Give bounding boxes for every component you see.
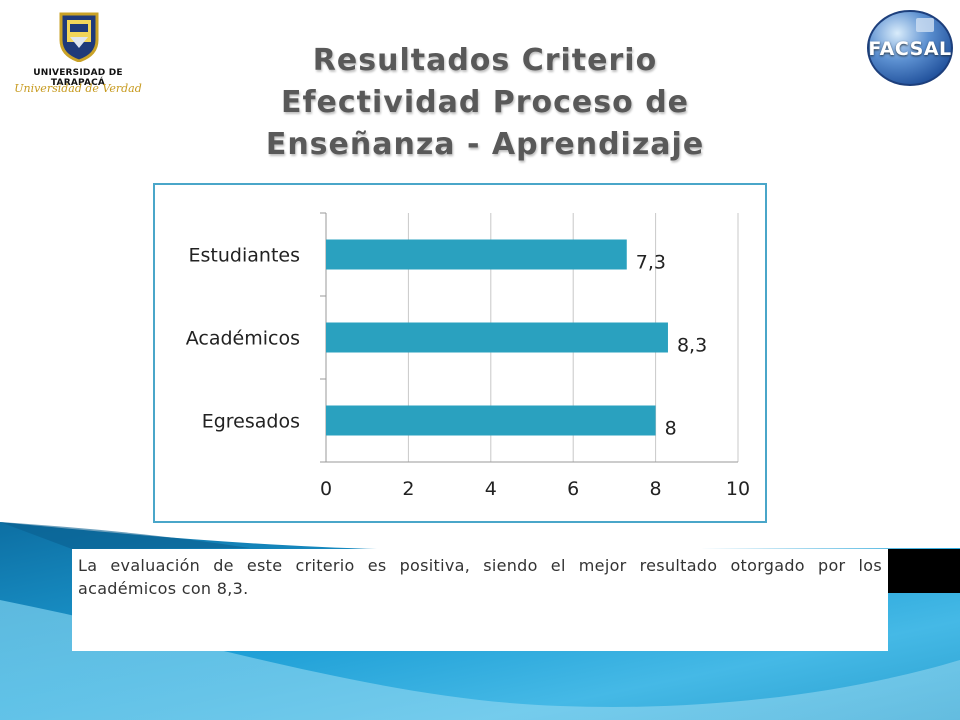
chart-frame: 0 2 4 6 8 10 Estudiantes 7,3 Académicos 8,3 Egresa… <box>153 183 767 523</box>
x-tick-label: 8 <box>650 478 662 500</box>
bar-chart: 0 2 4 6 8 10 Estudiantes 7,3 Académicos 8,3 Egresa… <box>186 212 750 500</box>
title-line-2: Efectividad Proceso de <box>280 85 690 120</box>
data-label: 8,3 <box>677 335 707 357</box>
data-label: 7,3 <box>636 252 666 274</box>
university-shield-icon <box>59 12 99 62</box>
note-box: La evaluación de este criterio es positi… <box>72 549 888 651</box>
data-label: 8 <box>665 418 677 440</box>
slide-title: Resultados Criterio Efectividad Proceso … <box>160 40 810 166</box>
university-motto: Universidad de Verdad <box>14 82 142 95</box>
bar-egresados <box>326 405 656 436</box>
note-text: La evaluación de este criterio es positi… <box>78 556 882 598</box>
x-tick-label: 4 <box>485 478 497 500</box>
faculty-logo-text: FACSAL <box>868 38 952 60</box>
university-logo: UNIVERSIDAD DE TARAPACÁ Universidad de V… <box>8 4 148 104</box>
x-tick-label: 10 <box>726 478 750 500</box>
title-line-1: Resultados Criterio <box>312 43 658 78</box>
faculty-logo: FACSAL <box>866 8 954 88</box>
note-black-block <box>888 549 960 593</box>
category-label: Académicos <box>186 328 300 350</box>
category-label: Egresados <box>202 411 300 433</box>
x-tick-label: 6 <box>567 478 579 500</box>
category-label: Estudiantes <box>189 245 300 267</box>
bar-estudiantes <box>326 239 627 270</box>
university-name: UNIVERSIDAD DE TARAPACÁ <box>33 68 123 88</box>
x-tick-label: 2 <box>402 478 414 500</box>
x-tick-label: 0 <box>320 478 332 500</box>
faculty-globe-icon <box>867 10 953 86</box>
bar-académicos <box>326 322 668 353</box>
title-line-3: Enseñanza - Aprendizaje <box>265 127 705 162</box>
